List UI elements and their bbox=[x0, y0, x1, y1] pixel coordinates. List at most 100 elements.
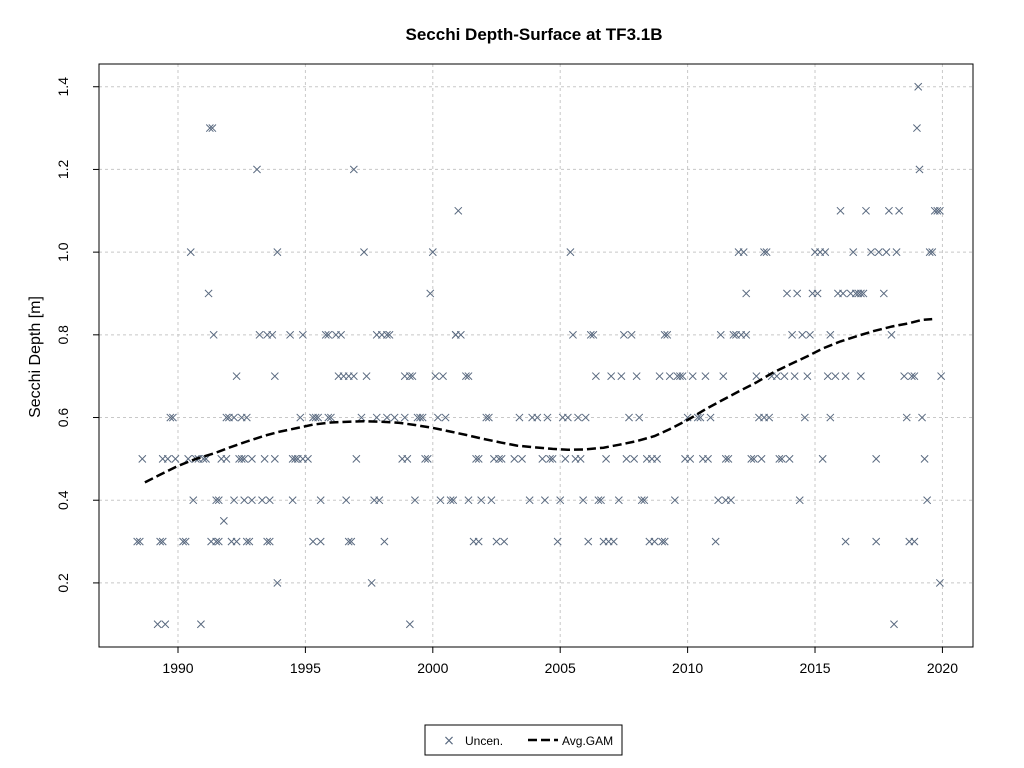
data-point-marker bbox=[372, 413, 381, 422]
data-point-marker bbox=[653, 454, 661, 463]
data-point-marker bbox=[813, 289, 822, 298]
data-point-marker bbox=[867, 248, 876, 257]
data-point-marker bbox=[800, 413, 809, 422]
data-point-marker bbox=[222, 454, 231, 463]
data-point-marker bbox=[826, 330, 835, 339]
data-point-marker bbox=[385, 330, 394, 339]
data-point-marker bbox=[268, 330, 277, 339]
data-point-marker bbox=[500, 537, 509, 546]
data-point-marker bbox=[895, 206, 904, 215]
data-point-marker bbox=[543, 413, 552, 422]
data-point-marker bbox=[933, 206, 942, 215]
data-point-marker bbox=[619, 330, 628, 339]
data-point-marker bbox=[704, 454, 712, 463]
data-point-marker bbox=[688, 372, 697, 381]
data-point-marker bbox=[265, 537, 274, 546]
data-point-marker bbox=[446, 496, 455, 505]
data-point-marker bbox=[245, 537, 254, 546]
data-point-marker bbox=[382, 413, 391, 422]
data-point-marker bbox=[296, 413, 305, 422]
data-point-marker bbox=[208, 124, 217, 133]
data-point-marker bbox=[625, 413, 633, 422]
data-point-marker bbox=[253, 165, 261, 174]
data-point-marker bbox=[872, 537, 881, 546]
data-point-marker bbox=[433, 413, 442, 422]
data-point-marker bbox=[660, 537, 669, 546]
data-point-marker bbox=[749, 454, 758, 463]
data-point-marker bbox=[563, 413, 572, 422]
data-point-marker bbox=[515, 413, 524, 422]
data-point-marker bbox=[589, 330, 598, 339]
data-point-marker bbox=[823, 372, 832, 381]
data-point-marker bbox=[928, 248, 937, 257]
data-point-marker bbox=[135, 537, 144, 546]
data-point-marker bbox=[291, 454, 300, 463]
data-point-marker bbox=[622, 454, 631, 463]
data-point-marker bbox=[484, 413, 493, 422]
data-point-marker bbox=[375, 496, 384, 505]
data-point-marker bbox=[665, 372, 674, 381]
data-point-marker bbox=[357, 413, 366, 422]
avg-gam-line bbox=[144, 317, 933, 484]
data-point-marker bbox=[900, 372, 909, 381]
data-point-marker bbox=[324, 413, 333, 422]
data-point-marker bbox=[186, 248, 195, 257]
y-tick-label: 0.2 bbox=[55, 573, 71, 593]
chart-title: Secchi Depth-Surface at TF3.1B bbox=[406, 25, 663, 44]
data-point-marker bbox=[382, 330, 391, 339]
data-point-marker bbox=[184, 454, 193, 463]
data-point-marker bbox=[658, 537, 667, 546]
data-point-marker bbox=[214, 496, 223, 505]
uncensored-points bbox=[133, 82, 946, 629]
data-point-marker bbox=[416, 413, 425, 422]
y-tick-label: 1.4 bbox=[55, 77, 71, 97]
data-point-marker bbox=[701, 372, 710, 381]
data-point-marker bbox=[133, 537, 142, 546]
data-point-marker bbox=[935, 206, 944, 215]
data-point-marker bbox=[617, 372, 626, 381]
data-point-marker bbox=[568, 330, 577, 339]
data-point-marker bbox=[836, 206, 845, 215]
data-point-marker bbox=[367, 578, 376, 587]
legend-label-uncen: Uncen. bbox=[465, 734, 503, 748]
data-point-marker bbox=[910, 372, 919, 381]
data-point-marker bbox=[742, 330, 751, 339]
data-point-marker bbox=[456, 330, 465, 339]
data-point-marker bbox=[411, 496, 419, 505]
data-point-marker bbox=[495, 454, 504, 463]
data-point-marker bbox=[609, 537, 618, 546]
data-point-marker bbox=[907, 372, 916, 381]
data-point-marker bbox=[477, 496, 486, 505]
data-point-marker bbox=[181, 537, 190, 546]
data-point-marker bbox=[449, 496, 458, 505]
y-tick-label: 0.8 bbox=[55, 325, 71, 345]
data-point-marker bbox=[783, 289, 791, 298]
data-point-marker bbox=[614, 496, 623, 505]
data-point-marker bbox=[726, 496, 735, 505]
data-point-marker bbox=[270, 454, 279, 463]
data-point-marker bbox=[242, 537, 251, 546]
data-point-marker bbox=[923, 496, 932, 505]
data-point-marker bbox=[937, 372, 946, 381]
data-point-marker bbox=[247, 496, 256, 505]
data-point-marker bbox=[255, 330, 264, 339]
data-point-marker bbox=[581, 413, 590, 422]
data-point-marker bbox=[576, 454, 585, 463]
data-point-marker bbox=[258, 496, 267, 505]
data-point-marker bbox=[314, 413, 323, 422]
data-point-marker bbox=[525, 496, 534, 505]
data-point-marker bbox=[584, 537, 593, 546]
data-point-marker bbox=[405, 620, 414, 629]
legend-label-gam: Avg.GAM bbox=[562, 734, 613, 748]
data-point-marker bbox=[212, 496, 221, 505]
data-point-marker bbox=[739, 248, 748, 257]
data-point-marker bbox=[273, 578, 282, 587]
data-point-marker bbox=[423, 454, 432, 463]
data-point-marker bbox=[288, 496, 297, 505]
data-point-marker bbox=[487, 496, 496, 505]
x-axis: 1990 1995 2000 2005 2010 2015 2020 bbox=[162, 646, 958, 676]
data-point-marker bbox=[400, 413, 409, 422]
data-point-marker bbox=[862, 206, 870, 215]
data-point-marker bbox=[788, 330, 797, 339]
